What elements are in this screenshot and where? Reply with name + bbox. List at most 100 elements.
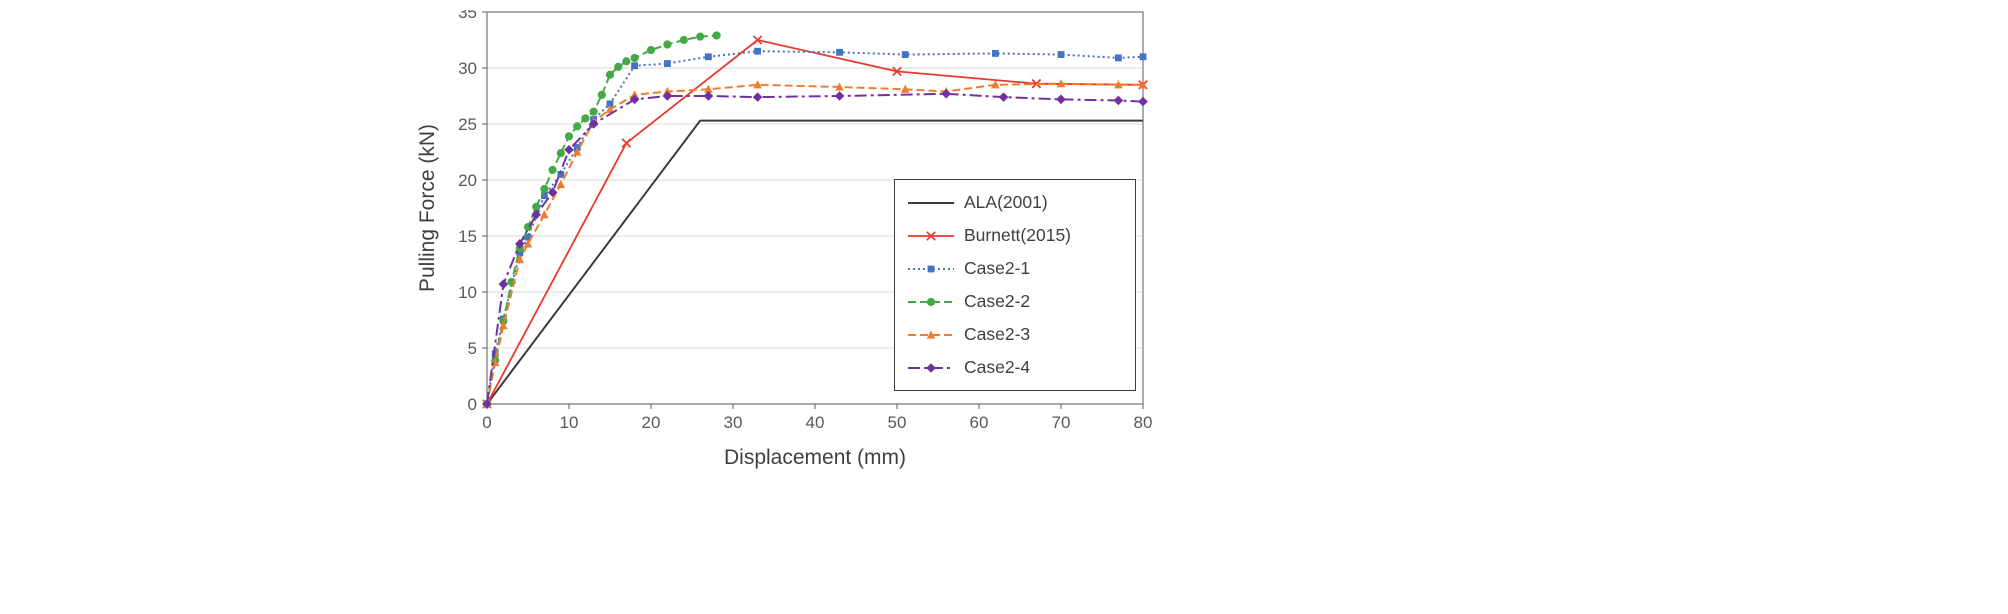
marker-x [752,35,763,45]
marker-triangle [1114,80,1123,89]
marker-circle [540,184,549,194]
plot-area: 0 10 20 30 40 50 60 70 80 0 5 10 15 20 25 30 35 [458,10,1152,432]
marker-x [926,230,936,241]
marker-triangle [926,329,936,339]
marker-square [631,62,638,70]
y-tick-label: 5 [468,339,477,358]
marker-diamond [515,239,525,249]
marker-x [621,138,632,148]
marker-circle [556,149,565,158]
marker-circle [712,31,721,40]
legend-item-Case2-1: Case2-1 [907,258,1123,279]
x-tick-label: 20 [642,413,661,432]
marker-diamond [588,119,599,129]
legend-item-Case2-3: Case2-3 [907,324,1123,345]
marker-circle [548,165,557,175]
marker-triangle [515,254,525,264]
marker-circle [532,202,541,211]
marker-triangle [663,86,672,96]
legend-item-ALA(2001): ALA(2001) [907,192,1123,213]
marker-triangle [605,104,615,114]
legend-line-sample [908,362,954,373]
marker-square [927,265,935,272]
marker-circle [926,297,936,306]
marker-x [892,66,902,77]
marker-square [516,249,524,257]
marker-triangle [835,82,844,91]
x-tick-label: 50 [888,413,907,432]
y-tick-label: 15 [458,227,477,246]
y-tick-label: 0 [468,395,477,414]
marker-circle [614,62,623,71]
marker-square [606,100,614,108]
y-axis-title: Pulling Force (kN) [416,123,439,293]
y-tick-label: 25 [458,115,477,134]
legend-item-Burnett(2015): Burnett(2015) [907,225,1123,246]
marker-diamond [941,88,951,99]
legend: ALA(2001) Burnett(2015) Case2-1 Case2-2 Case… [894,179,1136,391]
legend-label: Case2-4 [964,357,1031,377]
y-tick-label: 35 [458,10,477,22]
marker-square [524,233,532,241]
marker-square [1057,51,1065,58]
x-tick-label: 70 [1052,413,1071,432]
marker-diamond [1113,95,1124,106]
legend-item-Case2-4: Case2-4 [907,357,1123,378]
marker-triangle [523,239,533,248]
series-Case2-2 [482,31,721,409]
marker-square [754,47,761,55]
marker-diamond [752,92,763,102]
marker-square [836,48,843,56]
x-tick-label: 60 [970,413,989,432]
x-tick-label: 0 [482,413,491,432]
marker-diamond [834,91,845,101]
legend-label: Burnett(2015) [964,225,1072,245]
marker-square [541,192,548,200]
marker-triangle [1056,79,1066,88]
marker-diamond [547,187,558,198]
marker-circle [605,70,615,79]
marker-circle [646,45,656,55]
legend-line-sample [908,329,954,339]
legend-item-Case2-2: Case2-2 [907,291,1123,312]
marker-circle [573,122,582,131]
x-tick-label: 10 [560,413,579,432]
marker-square [491,350,499,357]
marker-triangle [499,321,508,330]
marker-circle [622,57,631,66]
marker-diamond [482,399,492,409]
marker-diamond [629,94,640,105]
legend-line-sample [908,201,954,204]
marker-square [1139,53,1147,61]
series-ALA(2001) [486,119,1143,405]
x-tick-label: 40 [806,413,825,432]
marker-square [992,50,999,57]
marker-circle [679,35,688,45]
y-tick-label: 30 [458,59,477,78]
marker-diamond [498,279,509,289]
marker-circle [630,53,639,63]
marker-diamond [1138,96,1148,107]
x-tick-label: 30 [724,413,743,432]
marker-square [901,51,909,58]
legend-label: Case2-1 [964,258,1031,278]
marker-triangle [1138,80,1148,89]
series-Case2-4 [482,88,1148,409]
marker-triangle [572,147,582,156]
marker-circle [589,107,598,116]
legend-line-sample [908,297,954,306]
marker-diamond [531,209,541,220]
marker-triangle [556,179,566,189]
marker-triangle [900,84,910,93]
marker-triangle [753,80,762,89]
marker-square [557,171,565,178]
marker-circle [581,114,590,123]
marker-diamond [1056,94,1066,105]
marker-diamond [926,362,936,373]
marker-square [664,60,671,67]
x-tick-label: 80 [1134,413,1152,432]
marker-diamond [703,91,714,101]
marker-square [1115,54,1122,62]
marker-triangle [540,210,549,219]
